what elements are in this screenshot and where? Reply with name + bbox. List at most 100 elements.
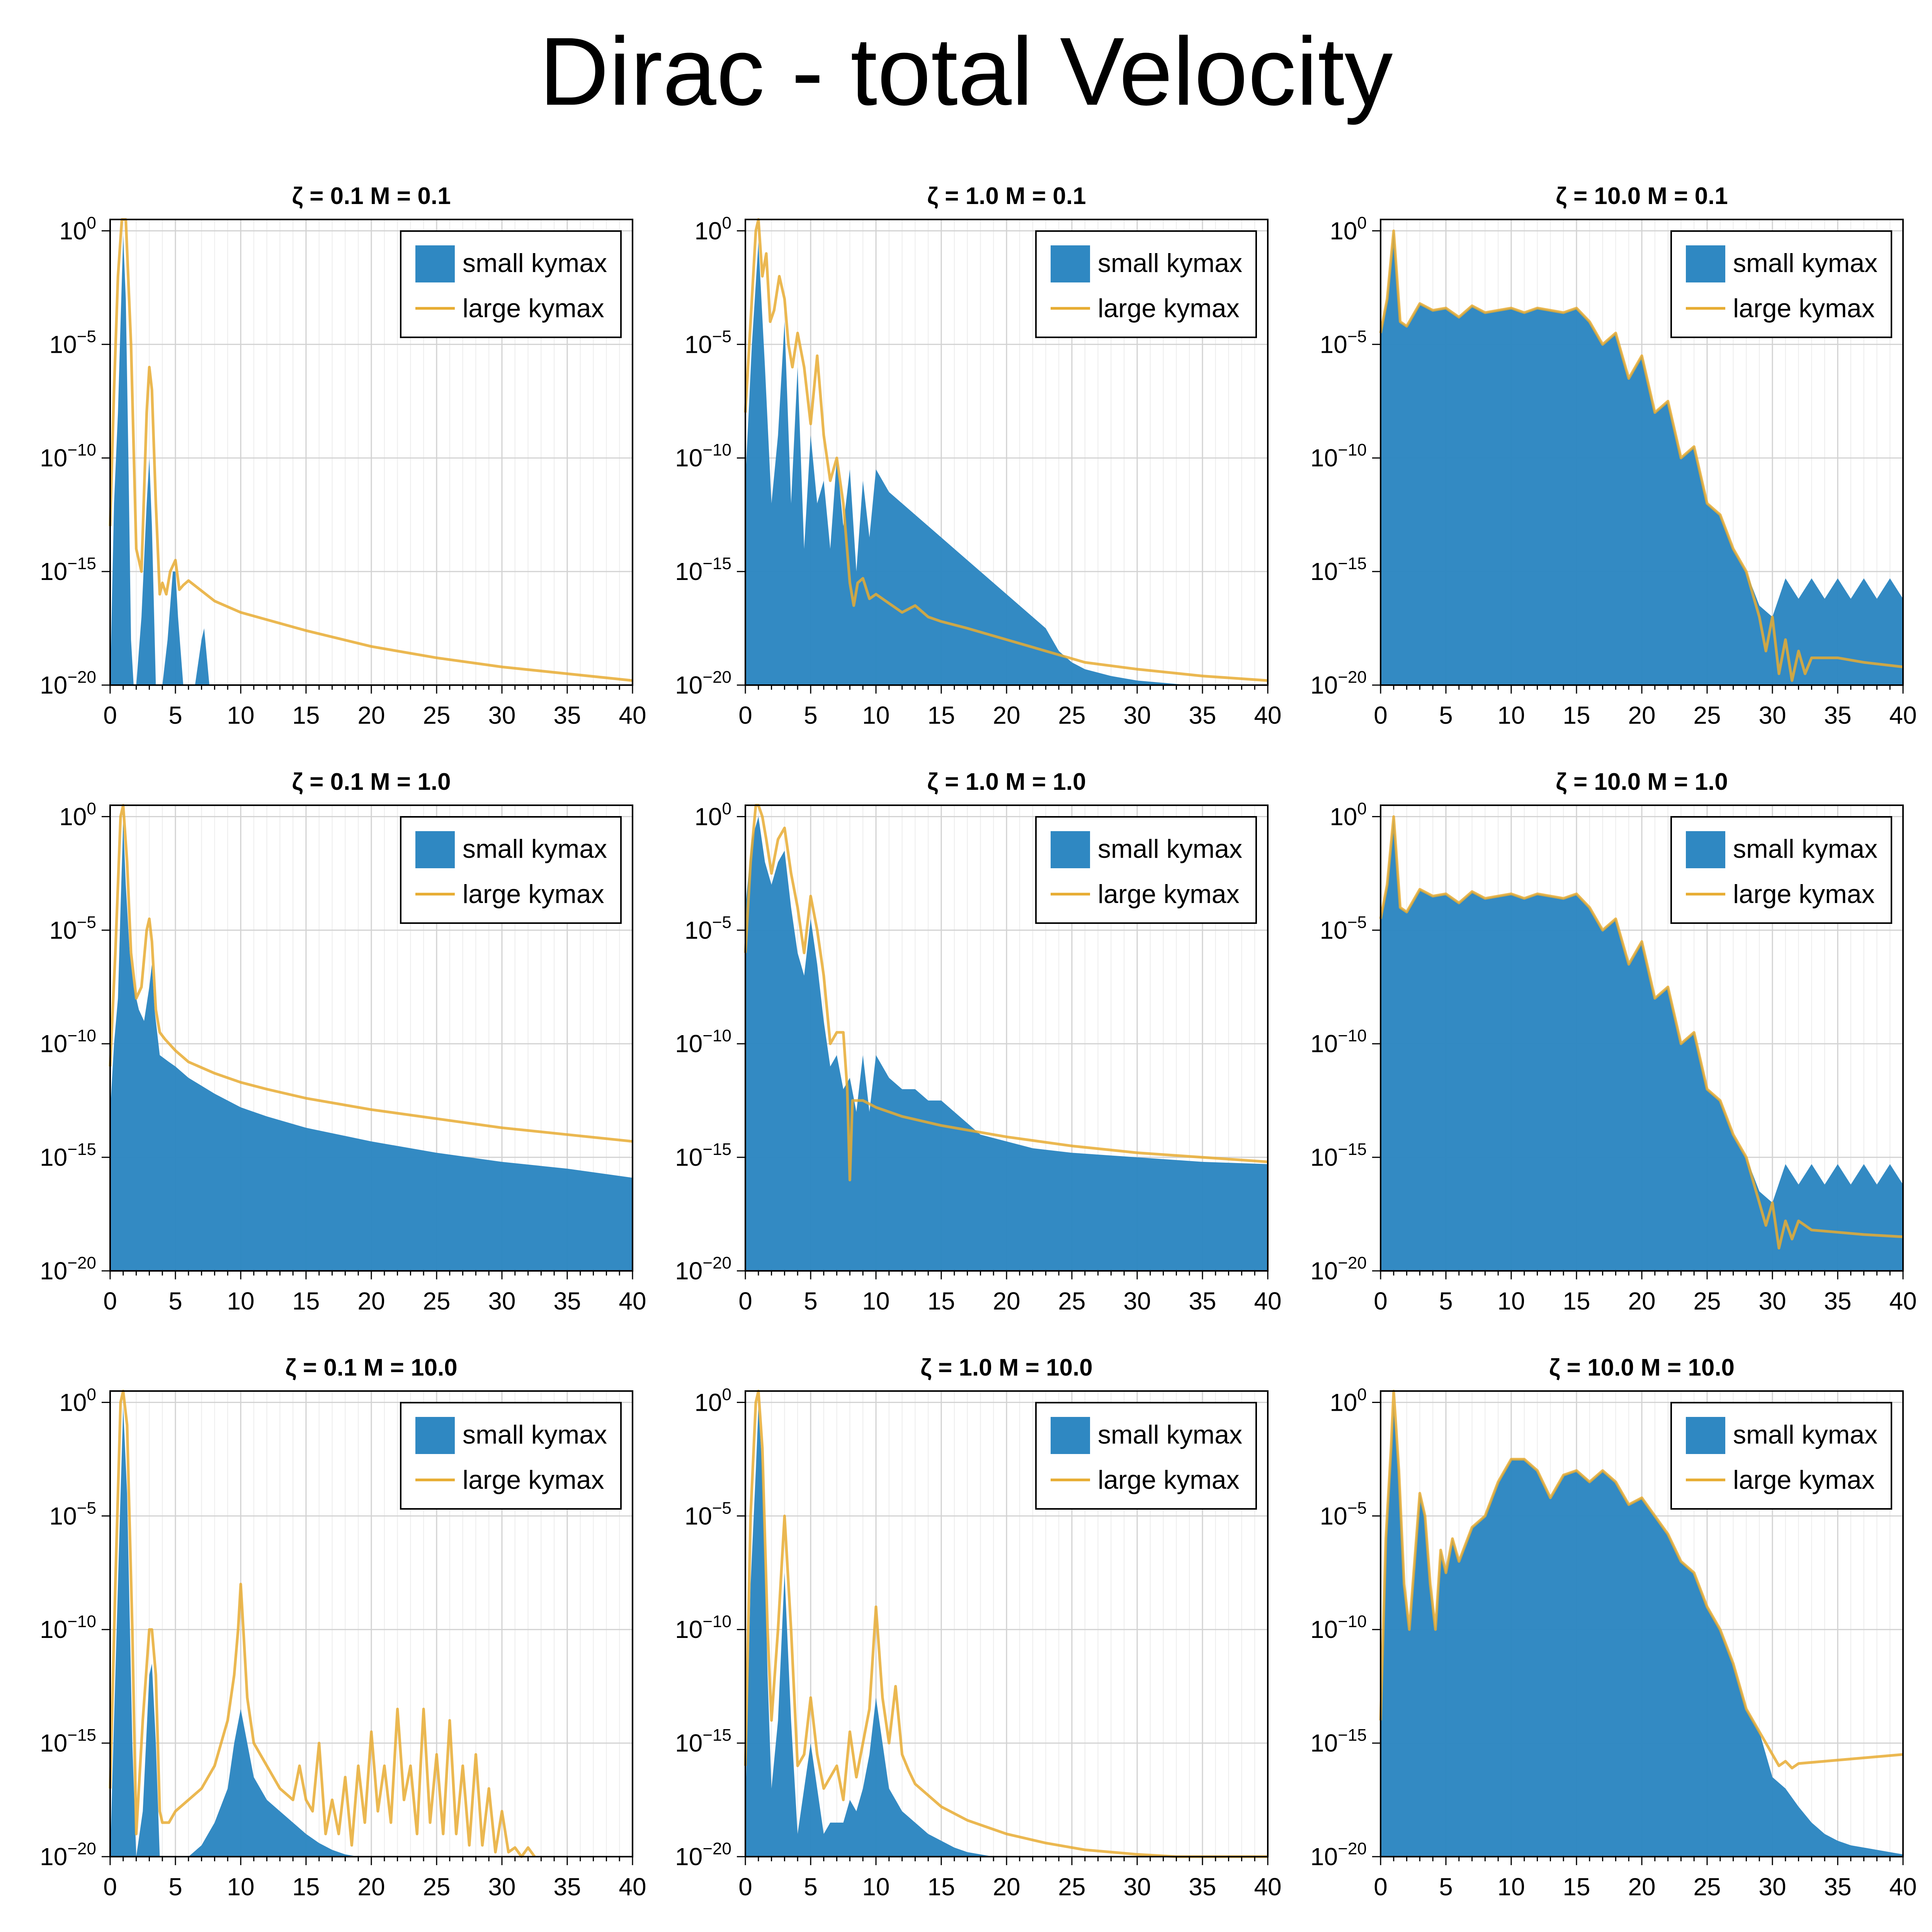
x-tick-label: 30 [488,1287,515,1315]
y-tick-label: 100 [694,1385,731,1416]
legend-entry-large: large kymax [1733,294,1875,323]
y-tick-label: 10−10 [40,440,96,472]
x-tick-label: 40 [1889,701,1917,729]
legend: small kymax large kymax [400,230,622,338]
legend-entry-small: small kymax [1098,834,1242,864]
y-tick-label: 10−5 [1320,327,1367,358]
x-tick-label: 30 [1759,701,1786,729]
y-tick-label: 10−20 [675,668,731,699]
x-tick-label: 20 [993,1287,1020,1315]
legend-entry-small: small kymax [1733,248,1878,278]
subplot-title: ζ = 0.1 M = 0.1 [292,183,451,209]
x-tick-label: 40 [1889,1287,1917,1315]
x-tick-label: 40 [1889,1873,1917,1901]
legend-entry-small: small kymax [1098,1420,1242,1449]
y-tick-label: 10−15 [40,1726,96,1757]
y-tick-label: 100 [1330,1385,1367,1416]
x-tick-label: 25 [423,1873,450,1901]
legend: small kymax large kymax [1670,1402,1892,1510]
legend-entry-small: small kymax [463,248,607,278]
x-tick-label: 5 [168,1287,182,1315]
y-tick-label: 10−10 [40,1026,96,1058]
x-tick-label: 0 [1374,1873,1388,1901]
legend: small kymax large kymax [1670,230,1892,338]
y-tick-label: 10−15 [675,554,731,585]
series-small-kymax-area [745,816,1268,1271]
legend-entry-small: small kymax [1733,834,1878,864]
legend-swatch-small [1051,831,1090,868]
y-tick-label: 10−10 [1310,1612,1367,1643]
x-tick-label: 20 [993,1873,1020,1901]
y-tick-label: 100 [1330,799,1367,830]
x-tick-label: 40 [619,1873,646,1901]
x-tick-label: 30 [1759,1873,1786,1901]
x-tick-label: 40 [1254,1873,1281,1901]
x-tick-label: 10 [227,1873,254,1901]
subplot-4: ζ = 1.0 M = 1.0 0 5 10 15 20 25 30 35 40 100 10−5 10… [675,769,1281,1315]
subplot-title: ζ = 10.0 M = 1.0 [1556,769,1728,795]
legend-entry-small: small kymax [463,834,607,864]
x-tick-label: 25 [1058,1873,1085,1901]
y-tick-label: 10−15 [1310,1140,1367,1171]
series-large-kymax-line [744,1389,1268,1858]
legend-swatch-small [1686,245,1725,282]
series-large-kymax-line [744,218,1268,682]
legend-entry-large: large kymax [1098,879,1240,909]
x-tick-label: 35 [553,1287,581,1315]
x-tick-label: 20 [993,701,1020,729]
legend-entry-large: large kymax [1733,1465,1875,1495]
y-tick-label: 10−20 [675,1253,731,1285]
subplot-7: ζ = 1.0 M = 10.0 0 5 10 15 20 25 30 35 40 100 10−5 1… [675,1354,1281,1901]
legend-swatch-small [415,1417,455,1454]
subplot-title: ζ = 0.1 M = 1.0 [292,769,451,795]
y-tick-label: 10−5 [685,1498,731,1530]
legend-swatch-small [1051,1417,1090,1454]
subplot-3: ζ = 0.1 M = 1.0 0 5 10 15 20 25 30 35 40 100 10−5 10… [40,769,646,1315]
x-tick-label: 35 [553,1873,581,1901]
y-tick-label: 10−15 [675,1726,731,1757]
y-tick-label: 10−5 [1320,913,1367,944]
x-tick-label: 35 [1189,1287,1216,1315]
subplot-6: ζ = 0.1 M = 10.0 0 5 10 15 20 25 30 35 40 100 10−5 1… [40,1354,646,1901]
series-small-kymax-area [110,1407,359,1857]
series-large-kymax-line [744,804,1268,1182]
legend: small kymax large kymax [400,1402,622,1510]
series-large-kymax-line [109,1389,536,1858]
x-tick-label: 15 [927,701,955,729]
legend-entry-large: large kymax [1098,1465,1240,1495]
series-small-kymax-area [745,242,1268,685]
series-large-kymax-line [109,218,633,682]
x-tick-label: 20 [1628,1873,1655,1901]
x-tick-label: 5 [1439,701,1453,729]
subplot-title: ζ = 10.0 M = 10.0 [1549,1354,1735,1381]
x-tick-label: 5 [804,1873,818,1901]
x-tick-label: 30 [1123,1287,1151,1315]
y-tick-label: 10−20 [1310,1839,1367,1871]
x-tick-label: 10 [862,1287,889,1315]
y-tick-label: 10−10 [40,1612,96,1643]
series-large-kymax-line [1379,815,1903,1250]
x-tick-label: 0 [738,1287,752,1315]
x-tick-label: 0 [103,1873,117,1901]
y-tick-label: 10−5 [49,327,96,358]
subplot-title: ζ = 10.0 M = 0.1 [1556,183,1728,209]
x-tick-label: 15 [927,1873,955,1901]
y-tick-label: 10−10 [675,1026,731,1058]
legend-swatch-small [1686,1417,1725,1454]
x-tick-label: 15 [1563,1287,1590,1315]
y-tick-label: 100 [59,213,96,245]
x-tick-label: 5 [1439,1873,1453,1901]
series-large-kymax-line [1379,229,1903,682]
x-tick-label: 10 [227,1287,254,1315]
x-tick-label: 5 [168,701,182,729]
x-tick-label: 0 [103,701,117,729]
x-tick-label: 25 [423,1287,450,1315]
x-tick-label: 25 [1058,701,1085,729]
subplot-1: ζ = 1.0 M = 0.1 0 5 10 15 20 25 30 35 40 100 10−5 10… [675,183,1281,729]
x-tick-label: 35 [1189,701,1216,729]
y-tick-label: 10−20 [675,1839,731,1871]
series-small-kymax-area [1381,816,1903,1271]
subplot-title: ζ = 1.0 M = 1.0 [927,769,1086,795]
subplot-title: ζ = 1.0 M = 0.1 [927,183,1086,209]
series-large-kymax-line [1379,1389,1903,1770]
